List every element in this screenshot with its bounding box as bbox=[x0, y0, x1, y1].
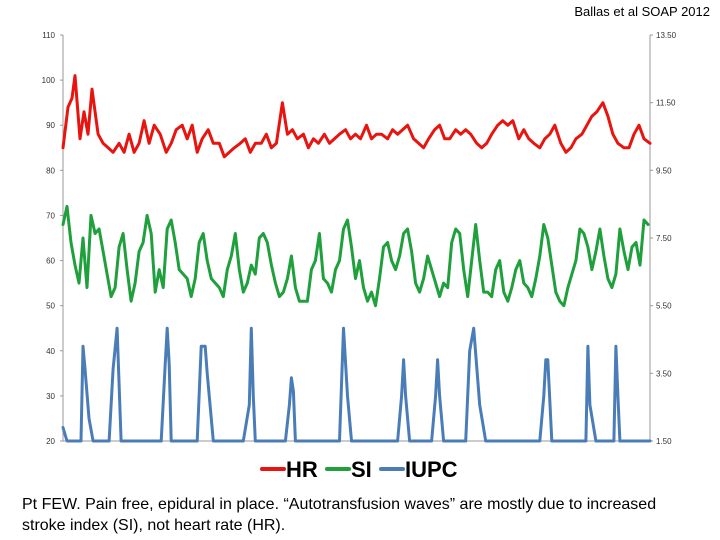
left-tick-label: 110 bbox=[42, 31, 55, 40]
legend-label-hr: HR bbox=[286, 457, 318, 482]
left-tick-label: 20 bbox=[46, 437, 55, 446]
series-line-hr bbox=[61, 74, 652, 159]
left-tick-label: 50 bbox=[46, 302, 55, 311]
chart-legend: HR SI IUPC bbox=[260, 457, 458, 482]
series-line-iupc bbox=[61, 326, 652, 443]
left-tick-label: 30 bbox=[46, 392, 55, 401]
chart-axes: 110 100 90 80 70 60 50 40 30 20 13.50 11.50 9.50 7.50… bbox=[42, 31, 677, 446]
left-tick-label: 100 bbox=[42, 76, 56, 85]
slide-caption: Pt FEW. Pain free, epidural in place. “A… bbox=[22, 496, 657, 534]
series-line-si bbox=[61, 204, 650, 308]
citation-label: Ballas et al SOAP 2012 bbox=[574, 4, 710, 19]
right-tick-label: 7.50 bbox=[656, 234, 672, 243]
right-tick-label: 9.50 bbox=[656, 166, 672, 175]
right-tick-label: 5.50 bbox=[656, 302, 672, 311]
legend-label-si: SI bbox=[351, 457, 372, 482]
left-tick-label: 90 bbox=[46, 121, 55, 130]
left-tick-label: 40 bbox=[46, 347, 55, 356]
right-tick-label: 3.50 bbox=[656, 369, 672, 378]
left-tick-label: 80 bbox=[46, 166, 55, 175]
right-tick-label: 11.50 bbox=[656, 99, 676, 108]
left-tick-label: 70 bbox=[46, 211, 55, 220]
legend-label-iupc: IUPC bbox=[405, 457, 458, 482]
right-tick-label: 13.50 bbox=[656, 31, 677, 40]
right-tick-label: 1.50 bbox=[656, 437, 672, 446]
series-layer bbox=[61, 74, 652, 443]
left-tick-label: 60 bbox=[46, 257, 55, 266]
